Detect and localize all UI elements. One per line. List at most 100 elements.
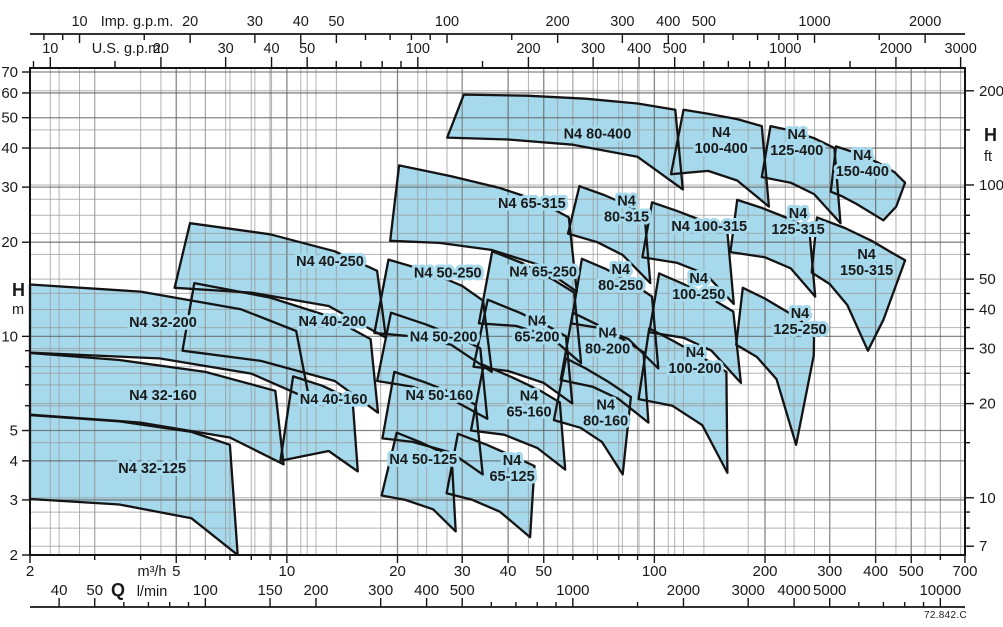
imp-gpm-tick-label: 20 <box>182 14 198 30</box>
q-axis-title: Q <box>111 580 125 600</box>
region-n4-50-125-label: N4 50-125 <box>389 452 457 468</box>
region-n4-100-200-label: N4 <box>686 345 705 361</box>
region-n4-125-250-label: N4 <box>791 306 810 322</box>
grid-layer <box>29 68 966 556</box>
h-m-tick-label: 5 <box>10 423 18 440</box>
h-m-tick-label: 3 <box>10 492 18 509</box>
region-n4-80-315 <box>566 185 652 285</box>
region-n4-32-125-label: N4 32-125 <box>118 461 186 477</box>
region-n4-65-125-label: N4 <box>503 453 522 469</box>
region-n4-50-200-label: N4 50-200 <box>410 329 478 345</box>
h-ft-tick-label: 100 <box>979 177 1003 194</box>
region-n4-150-315-label: 150-315 <box>840 263 893 279</box>
lmin-tick-label: 2000 <box>667 582 700 599</box>
h-m-tick-label: 10 <box>1 328 18 345</box>
imp-gpm-tick-label: 2000 <box>909 14 941 30</box>
region-n4-150-400 <box>829 145 907 222</box>
region-n4-80-250-label: N4 <box>611 262 630 278</box>
region-n4-100-400-fill <box>671 109 769 207</box>
q-m3h-tick-label: 5 <box>172 563 180 580</box>
region-n4-65-160-label: N4 <box>520 389 539 405</box>
region-n4-80-400-label: N4 80-400 <box>564 127 632 143</box>
region-n4-32-125-fill <box>30 415 238 555</box>
h-m-tick-label: 2 <box>10 547 18 564</box>
imp-gpm-tick-label: 400 <box>656 14 680 30</box>
region-n4-100-315 <box>641 201 735 306</box>
region-n4-50-250-label: N4 50-250 <box>414 266 482 282</box>
us-gpm-tick-label: 3000 <box>945 41 977 57</box>
region-n4-65-200-label: N4 <box>528 313 547 329</box>
region-n4-80-160 <box>552 357 633 476</box>
region-n4-50-160 <box>381 370 484 476</box>
drawing-number: 72.842.C <box>924 610 967 621</box>
lmin-tick-label: 5000 <box>813 582 846 599</box>
region-labels-layer: N4 32-125 N4 32-160 N4 32-200 N4 40-160 N4 4… <box>115 122 896 488</box>
region-n4-65-125-label: 65-125 <box>489 469 534 485</box>
us-gpm-tick-label: 20 <box>153 41 169 57</box>
h-m-axis-title: H <box>12 280 25 300</box>
imp-gpm-tick-label: 300 <box>610 14 634 30</box>
lmin-tick-label: 500 <box>450 582 475 599</box>
q-m3h-tick-label: 700 <box>952 563 977 580</box>
region-n4-65-125-fill <box>446 433 535 538</box>
lmin-tick-label: 200 <box>303 582 328 599</box>
region-n4-40-200-fill <box>182 283 378 413</box>
region-n4-125-315 <box>729 198 817 298</box>
region-n4-80-200-label: N4 <box>598 325 617 341</box>
region-n4-80-200-label: 80-200 <box>585 341 630 357</box>
h-m-tick-label: 70 <box>1 64 18 81</box>
region-n4-150-315-fill <box>811 217 906 351</box>
region-n4-32-200 <box>28 283 311 401</box>
region-n4-80-315-fill <box>568 186 651 284</box>
lmin-tick-label: 50 <box>86 582 103 599</box>
region-n4-150-400-label: N4 <box>853 148 872 164</box>
region-n4-100-200-label: 100-200 <box>668 361 721 377</box>
lmin-tick-label: 3000 <box>731 582 764 599</box>
us-gpm-tick-label: 200 <box>516 41 540 57</box>
plot-border <box>29 67 966 556</box>
q-m3h-axis-unit: m³/h <box>138 564 167 580</box>
lmin-axis-unit: l/min <box>137 584 168 600</box>
region-n4-125-315-label: N4 <box>789 206 808 222</box>
region-n4-65-250 <box>477 250 583 365</box>
region-n4-50-250 <box>373 258 493 374</box>
region-n4-40-200-label: N4 40-200 <box>299 314 367 330</box>
us-gpm-tick-label: 10 <box>42 41 58 57</box>
region-n4-125-250 <box>735 286 816 446</box>
axes-layer: 10 20 30 40 50 100 200 300 400 500 1000 2000 Imp. g.… <box>1 14 1003 608</box>
region-n4-150-400-label: 150-400 <box>836 164 889 180</box>
h-ft-tick-label: 50 <box>979 271 996 288</box>
region-n4-65-315-label: N4 65-315 <box>498 196 566 212</box>
region-n4-150-315-label: N4 <box>857 247 876 263</box>
q-m3h-tick-label: 300 <box>817 563 842 580</box>
imp-gpm-axis-title: Imp. g.p.m. <box>101 14 174 30</box>
region-n4-32-160 <box>28 351 285 466</box>
region-n4-125-250-label: 125-250 <box>773 322 826 338</box>
h-ft-axis-unit: ft <box>984 149 992 165</box>
h-ft-tick-label: 7 <box>979 538 987 555</box>
q-m3h-tick-label: 10 <box>279 563 296 580</box>
region-n4-40-160-fill <box>280 376 358 472</box>
region-n4-40-160-label: N4 40-160 <box>300 392 368 408</box>
us-gpm-tick-label: 40 <box>263 41 279 57</box>
region-n4-80-315-label: N4 <box>617 194 636 210</box>
q-m3h-tick-label: 30 <box>454 563 471 580</box>
region-n4-100-400 <box>669 108 771 208</box>
h-ft-tick-label: 200 <box>979 83 1003 100</box>
us-gpm-tick-label: 400 <box>627 41 651 57</box>
h-m-axis-unit: m <box>12 302 24 318</box>
imp-gpm-tick-label: 200 <box>546 14 570 30</box>
us-gpm-tick-label: 30 <box>218 41 234 57</box>
imp-gpm-tick-label: 1000 <box>798 14 830 30</box>
region-n4-80-160-label: 80-160 <box>583 414 628 430</box>
region-n4-65-200-label: 65-200 <box>514 329 559 345</box>
region-n4-100-250-fill <box>649 273 741 383</box>
h-ft-axis-title: H <box>984 125 997 145</box>
region-n4-150-315 <box>810 216 907 352</box>
region-n4-65-125 <box>445 432 536 539</box>
region-n4-65-250-label: N4 65-250 <box>509 265 577 281</box>
q-m3h-tick-label: 2 <box>26 563 34 580</box>
region-n4-50-200 <box>375 311 489 420</box>
lmin-tick-label: 1000 <box>556 582 589 599</box>
